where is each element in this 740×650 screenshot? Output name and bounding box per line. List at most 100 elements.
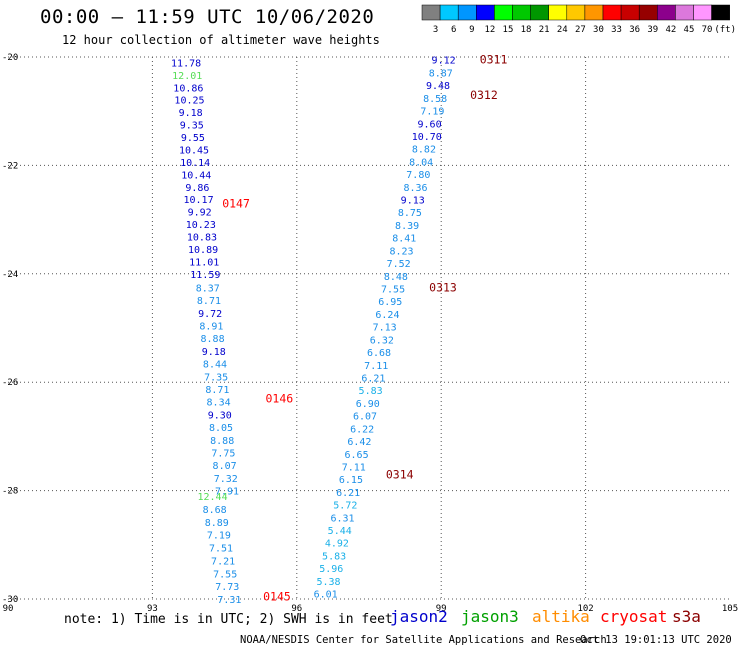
y-tick-label: -30 (2, 595, 18, 605)
swh-point-0311-0314: 7.19 (420, 107, 444, 118)
swh-point-0147: 11.78 (171, 58, 201, 69)
swh-point-0146: 8.05 (209, 423, 233, 434)
swh-point-0147: 10.17 (183, 195, 213, 206)
swh-point-0311-0314: 8.23 (389, 246, 413, 257)
colorbar-swatch (421, 4, 441, 21)
colorbar-label: 18 (521, 25, 532, 35)
swh-point-0311-0314: 5.72 (333, 501, 357, 512)
colorbar-swatch (457, 4, 477, 21)
pass-label: 0312 (470, 88, 498, 102)
swh-point-0311-0314: 5.83 (322, 551, 346, 562)
colorbar-swatch (602, 4, 622, 21)
y-tick-label: -26 (2, 378, 18, 388)
swh-point-0146: 8.44 (203, 360, 227, 371)
swh-point-0145: 7.51 (209, 544, 233, 555)
x-tick-label: 99 (436, 604, 447, 614)
swh-point-0311-0314: 7.11 (342, 462, 366, 473)
colorbar-swatch (675, 4, 694, 21)
swh-point-0311-0314: 9.12 (432, 56, 456, 67)
colorbar-swatch (494, 4, 513, 21)
satellite-legend-jason3: jason3 (461, 607, 519, 626)
swh-point-0146: 8.91 (199, 321, 223, 332)
colorbar-swatch (711, 4, 730, 21)
swh-point-0311-0314: 6.21 (336, 488, 360, 499)
swh-point-0146: 7.91 (215, 487, 239, 498)
colorbar-label: 42 (665, 25, 676, 35)
colorbar-label: 9 (469, 25, 474, 35)
colorbar-swatch (530, 4, 549, 21)
swh-point-0311-0314: 7.55 (381, 285, 405, 296)
colorbar-swatch (693, 4, 712, 21)
swh-point-0147: 12.01 (172, 71, 202, 82)
swh-point-0311-0314: 5.83 (359, 386, 383, 397)
credit-line: NOAA/NESDIS Center for Satellite Applica… (240, 634, 607, 646)
swh-point-0145: 7.31 (217, 595, 241, 606)
swh-point-0146: 9.18 (202, 347, 226, 358)
swh-point-0311-0314: 8.04 (409, 157, 433, 168)
x-tick-label: 96 (291, 604, 302, 614)
swh-point-0311-0314: 8.58 (423, 94, 447, 105)
swh-point-0147: 10.89 (188, 245, 218, 256)
swh-point-0146: 8.07 (213, 461, 237, 472)
swh-point-0311-0314: 9.48 (426, 81, 450, 92)
swh-point-0311-0314: 8.41 (392, 234, 416, 245)
swh-point-0311-0314: 8.87 (429, 68, 453, 79)
colorbar-swatch (584, 4, 604, 21)
swh-point-0145: 7.73 (215, 582, 239, 593)
swh-point-0146: 8.88 (210, 436, 234, 447)
swh-point-0147: 10.83 (187, 232, 217, 243)
swh-point-0146: 8.37 (196, 283, 220, 294)
colorbar-label: 33 (611, 25, 622, 35)
swh-point-0311-0314: 6.32 (370, 335, 394, 346)
swh-point-0147: 9.55 (181, 133, 205, 144)
colorbar-label: 27 (575, 25, 586, 35)
swh-point-0147: 9.92 (188, 208, 212, 219)
swh-point-0311-0314: 5.96 (319, 564, 343, 575)
swh-point-0147: 11.59 (190, 270, 220, 281)
swh-point-0311-0314: 9.60 (418, 119, 442, 130)
x-tick-label: 93 (147, 604, 158, 614)
swh-point-0311-0314: 8.75 (398, 208, 422, 219)
swh-point-0147: 10.14 (180, 158, 210, 169)
swh-point-0311-0314: 6.21 (361, 373, 385, 384)
swh-point-0311-0314: 6.24 (375, 310, 399, 321)
swh-point-0146: 7.75 (211, 448, 235, 459)
swh-point-0146: 8.71 (205, 385, 229, 396)
satellite-legend-altika: altika (532, 607, 590, 626)
colorbar-label: 30 (593, 25, 604, 35)
pass-label: 0314 (386, 467, 414, 481)
pass-label: 0147 (222, 196, 250, 210)
swh-point-0147: 11.01 (189, 257, 219, 268)
swh-point-0311-0314: 9.13 (401, 196, 425, 207)
colorbar-swatch (566, 4, 586, 21)
colorbar-label: 3 (433, 25, 438, 35)
swh-point-0146: 8.34 (207, 398, 231, 409)
colorbar-label: 45 (684, 25, 695, 35)
swh-point-0311-0314: 4.92 (325, 539, 349, 550)
swh-point-0311-0314: 6.01 (314, 590, 338, 601)
swh-point-0146: 8.88 (201, 334, 225, 345)
y-tick-label: -22 (2, 161, 18, 171)
swh-point-0147: 9.86 (185, 183, 209, 194)
swh-point-0145: 8.89 (205, 518, 229, 529)
colorbar-label: 15 (503, 25, 514, 35)
colorbar-label: 70 (702, 25, 713, 35)
swh-point-0147: 10.23 (186, 220, 216, 231)
colorbar-label: 24 (557, 25, 568, 35)
swh-point-0146: 7.35 (204, 372, 228, 383)
swh-point-0311-0314: 7.11 (364, 361, 388, 372)
swh-point-0311-0314: 6.15 (339, 475, 363, 486)
colorbar-swatch (439, 4, 459, 21)
colorbar-label: 12 (484, 25, 495, 35)
swh-point-0147: 9.18 (179, 108, 203, 119)
y-tick-label: -20 (2, 53, 18, 63)
swh-point-0311-0314: 6.90 (356, 399, 380, 410)
swh-point-0311-0314: 5.44 (328, 526, 352, 537)
swh-point-0146: 9.72 (198, 309, 222, 320)
colorbar-label: 39 (647, 25, 658, 35)
swh-point-0311-0314: 5.38 (316, 577, 340, 588)
pass-label: 0146 (266, 391, 294, 405)
page-title: 00:00 – 11:59 UTC 10/06/2020 (40, 6, 375, 28)
